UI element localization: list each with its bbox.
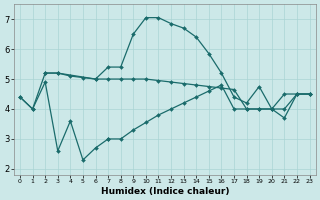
X-axis label: Humidex (Indice chaleur): Humidex (Indice chaleur) bbox=[100, 187, 229, 196]
